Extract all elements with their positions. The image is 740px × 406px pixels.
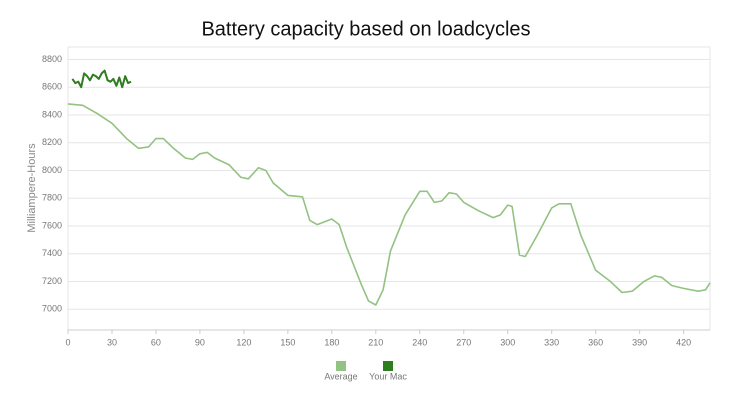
x-tick-label: 360: [588, 337, 603, 347]
y-tick-label: 7600: [42, 220, 62, 230]
x-tick-label: 240: [412, 337, 427, 347]
x-tick-label: 420: [676, 337, 691, 347]
legend-label: Your Mac: [369, 371, 407, 381]
x-tick-label: 150: [280, 337, 295, 347]
x-tick-label: 60: [151, 337, 161, 347]
y-tick-label: 8000: [42, 165, 62, 175]
legend-swatch: [383, 361, 393, 371]
y-tick-label: 7000: [42, 304, 62, 314]
x-tick-label: 0: [65, 337, 70, 347]
y-tick-label: 7400: [42, 248, 62, 258]
y-tick-label: 8600: [42, 82, 62, 92]
x-tick-label: 390: [632, 337, 647, 347]
y-tick-label: 7800: [42, 193, 62, 203]
x-tick-label: 330: [544, 337, 559, 347]
x-tick-label: 210: [368, 337, 383, 347]
y-tick-label: 8400: [42, 109, 62, 119]
series-line: [67, 103, 711, 306]
legend-swatch: [336, 361, 346, 371]
chart-title: Battery capacity based on loadcycles: [201, 18, 530, 40]
x-tick-label: 120: [236, 337, 251, 347]
x-tick-label: 300: [500, 337, 515, 347]
y-axis-label: Milliampere-Hours: [26, 143, 38, 233]
y-tick-label: 8200: [42, 137, 62, 147]
legend-label: Average: [324, 371, 357, 381]
series-line: [71, 69, 132, 89]
y-tick-label: 8800: [42, 54, 62, 64]
x-tick-label: 30: [107, 337, 117, 347]
y-tick-label: 7200: [42, 276, 62, 286]
x-tick-label: 90: [195, 337, 205, 347]
x-tick-label: 270: [456, 337, 471, 347]
x-tick-label: 180: [324, 337, 339, 347]
